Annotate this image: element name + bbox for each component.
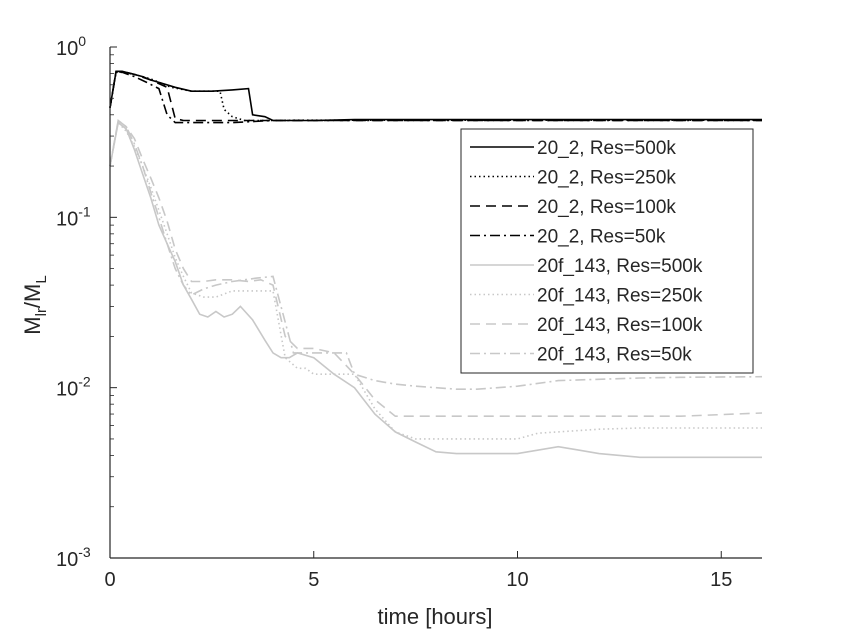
- y-axis-label-sub-denominator: L: [33, 275, 50, 283]
- plot-area: [109, 70, 763, 459]
- y-axis-label-sub-numerator: lr: [33, 308, 50, 316]
- y-axis-label-main: M: [20, 316, 45, 334]
- legend: 20_2, Res=500k 20_2, Res=250k 20_2, Res=10…: [460, 128, 754, 374]
- series-line-1: [109, 70, 762, 122]
- x-tick-label: 10: [506, 569, 528, 591]
- axes: [109, 46, 762, 559]
- legend-label-5: 20f_143, Res=500k: [537, 256, 703, 277]
- x-tick-label: 5: [308, 569, 319, 591]
- series-line-8: [109, 119, 763, 390]
- series-line-7: [109, 119, 763, 417]
- series-line-2: [109, 71, 762, 122]
- series-line-5: [109, 121, 762, 459]
- y-axis-label: Mlr/ML: [20, 275, 50, 334]
- x-tick-label: 15: [710, 569, 732, 591]
- x-axis-label: time [hours]: [378, 604, 493, 629]
- legend-box: [460, 128, 754, 374]
- y-tick-label: 10-3: [56, 544, 91, 571]
- y-axis-label-divider: /M: [20, 284, 45, 308]
- x-tick-label: 0: [104, 569, 115, 591]
- legend-label-3: 20_2, Res=100k: [537, 197, 676, 218]
- legend-label-4: 20_2, Res=50k: [537, 227, 666, 248]
- series-line-3: [109, 70, 762, 122]
- y-tick-label: 10-1: [56, 203, 91, 230]
- legend-label-7: 20f_143, Res=100k: [537, 315, 703, 336]
- legend-label-8: 20f_143, Res=50k: [537, 345, 692, 366]
- y-tick-label: 100: [56, 33, 86, 60]
- series-line-4: [109, 70, 762, 124]
- legend-label-6: 20f_143, Res=250k: [537, 286, 703, 307]
- y-tick-label: 10-2: [56, 374, 91, 401]
- legend-label-2: 20_2, Res=250k: [537, 168, 676, 189]
- series-line-6: [109, 120, 762, 440]
- tick-labels: 0 5 10 15 100 10-1 10-2 10-3: [56, 33, 732, 591]
- legend-label-1: 20_2, Res=500k: [537, 138, 676, 159]
